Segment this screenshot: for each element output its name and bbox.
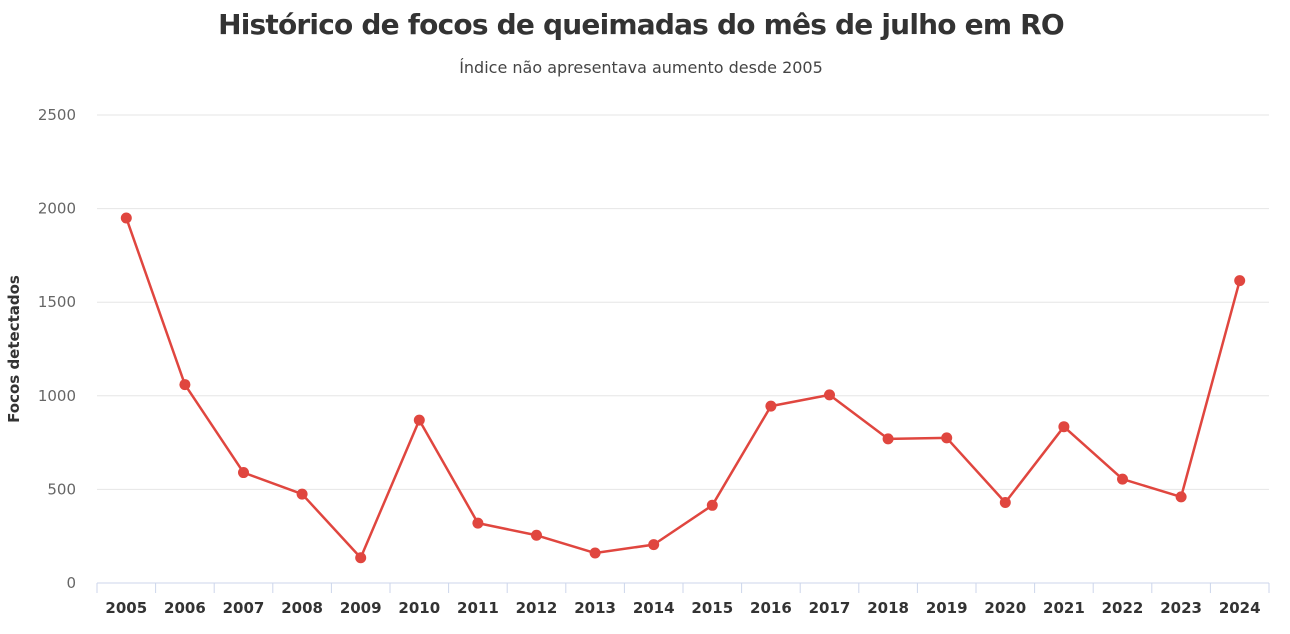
data-point <box>472 517 484 529</box>
x-tick-label: 2008 <box>281 599 323 617</box>
x-tick-label: 2016 <box>750 599 792 617</box>
data-point <box>999 497 1011 509</box>
data-point <box>648 539 660 551</box>
y-tick-label: 2000 <box>38 200 76 218</box>
data-point <box>589 547 601 559</box>
data-point <box>941 432 953 444</box>
data-point <box>531 529 542 541</box>
data-point <box>1058 421 1070 433</box>
y-tick-label: 2500 <box>38 106 76 124</box>
data-point <box>413 414 425 426</box>
y-tick-label: 500 <box>47 480 76 498</box>
x-tick-label: 2010 <box>398 599 440 617</box>
x-tick-label: 2011 <box>457 599 499 617</box>
x-tick-label: 2013 <box>574 599 616 617</box>
data-point <box>1234 275 1246 287</box>
x-tick-label: 2023 <box>1160 599 1202 617</box>
x-tick-label: 2022 <box>1102 599 1144 617</box>
x-tick-label: 2007 <box>223 599 265 617</box>
data-point <box>179 379 191 391</box>
x-axis: 2005 2006 2007 2008 2009 2010 2011 2012 2013 2014… <box>96 582 1270 617</box>
x-tick-label: 2015 <box>691 599 733 617</box>
series <box>120 212 1246 564</box>
y-tick-label: 0 <box>66 574 76 592</box>
data-point <box>882 433 894 445</box>
x-tick-label: 2024 <box>1219 599 1261 617</box>
x-tick-label: 2017 <box>809 599 851 617</box>
y-tick-label: 1500 <box>38 293 76 311</box>
y-axis-ticks: 0 500 1000 1500 2000 2500 <box>38 106 76 592</box>
chart-title: Histórico de focos de queimadas do mês d… <box>218 8 1065 41</box>
gridlines <box>97 114 1269 490</box>
data-point <box>706 499 718 511</box>
data-point <box>355 552 367 564</box>
x-tick-label: 2020 <box>984 599 1026 617</box>
data-point <box>120 212 132 224</box>
data-point <box>765 400 777 412</box>
data-point <box>238 467 249 479</box>
x-tick-label: 2018 <box>867 599 909 617</box>
x-tick-label: 2019 <box>926 599 968 617</box>
x-tick-label: 2014 <box>633 599 675 617</box>
chart-subtitle: Índice não apresentava aumento desde 200… <box>459 58 823 77</box>
x-tick-label: 2005 <box>105 599 147 617</box>
x-tick-label: 2009 <box>340 599 382 617</box>
x-tick-label: 2012 <box>516 599 558 617</box>
data-point <box>1117 473 1128 485</box>
x-tick-label: 2021 <box>1043 599 1085 617</box>
data-point <box>824 389 835 401</box>
series-line <box>125 216 1241 559</box>
y-tick-label: 1000 <box>38 387 76 405</box>
data-point <box>296 488 308 500</box>
x-tick-label: 2006 <box>164 599 206 617</box>
data-point <box>1175 491 1187 503</box>
